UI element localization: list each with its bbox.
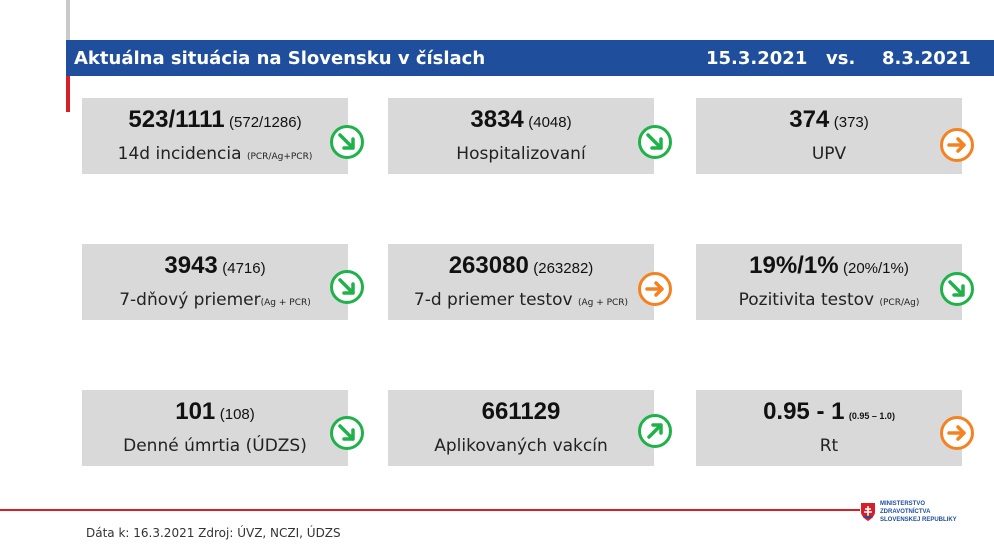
card-value: 101 (175, 398, 216, 425)
card-value: 374 (789, 106, 830, 133)
card-value: 3834 (470, 106, 524, 133)
trend-flat-icon (940, 128, 974, 162)
card-label: 7-d priemer testov (413, 290, 573, 310)
card-label-note: (PCR/Ag+PCR) (246, 152, 313, 162)
trend-up-icon (638, 414, 672, 448)
card-previous: (4716) (222, 260, 266, 277)
card-previous: (4048) (528, 114, 572, 131)
card-daily-deaths: 101 (108) Denné úmrtia (ÚDZS) (82, 390, 348, 466)
ministry-line3: SLOVENSKEJ REPUBLIKY (880, 517, 957, 523)
card-hospitalized: 3834 (4048) Hospitalizovaní (388, 98, 654, 174)
header-bar: Aktuálna situácia na Slovensku v číslach… (66, 40, 994, 76)
card-label: Aplikovaných vakcín (434, 436, 608, 456)
card-value: 0.95 - 1 (763, 398, 845, 425)
left-divider-gray (66, 0, 70, 40)
ministry-line1: MINISTERSTVO (880, 501, 926, 507)
header-date-previous: 8.3.2021 (882, 47, 971, 69)
trend-down-icon (940, 272, 974, 306)
card-test-positivity: 19%/1% (20%/1%) Pozitivita testov (PCR/A… (696, 244, 962, 320)
card-value: 661129 (481, 398, 561, 425)
header-vs: vs. (826, 47, 856, 69)
card-previous: (263282) (533, 260, 594, 277)
header-title: Aktuálna situácia na Slovensku v číslach (74, 47, 486, 69)
card-rt: 0.95 - 1 (0.95 – 1.0) Rt (696, 390, 962, 466)
card-previous: (20%/1%) (842, 260, 909, 277)
card-label: 7-dňový priemer (119, 290, 261, 310)
trend-down-icon (330, 270, 364, 304)
card-previous: (0.95 – 1.0) (848, 411, 895, 421)
slovak-crest-icon (861, 503, 875, 521)
card-value: 263080 (448, 252, 529, 279)
trend-down-icon (330, 125, 364, 159)
card-previous: (572/1286) (229, 114, 302, 131)
card-7day-tests: 263080 (263282) 7-d priemer testov (Ag +… (388, 244, 654, 320)
card-label: UPV (811, 144, 847, 164)
card-label-note: (PCR/Ag) (879, 298, 920, 308)
card-label: Denné úmrtia (ÚDZS) (123, 436, 307, 456)
header-date-current: 15.3.2021 (706, 47, 808, 69)
card-vaccinations: 661129 Aplikovaných vakcín (388, 390, 654, 466)
card-incidence: 523/1111 (572/1286) 14d incidencia (PCR/… (82, 98, 348, 174)
card-value: 19%/1% (749, 252, 839, 279)
card-previous: (373) (833, 114, 869, 131)
card-7day-average: 3943 (4716) 7-dňový priemer(Ag + PCR) (82, 244, 348, 320)
card-previous: (108) (219, 406, 255, 423)
left-divider-red (66, 76, 70, 112)
card-label: 14d incidencia (117, 144, 242, 164)
card-value: 523/1111 (128, 106, 225, 133)
data-source-note: Dáta k: 16.3.2021 Zdroj: ÚVZ, NCZI, ÚDZS (86, 526, 341, 540)
ministry-logo: MINISTERSTVO ZDRAVOTNÍCTVA SLOVENSKEJ RE… (860, 500, 994, 534)
card-label: Pozitivita testov (738, 290, 875, 310)
trend-flat-icon (940, 416, 974, 450)
footer-divider (0, 509, 994, 511)
card-label-note: (Ag + PCR) (260, 298, 311, 308)
card-upv: 374 (373) UPV (696, 98, 962, 174)
card-label: Rt (819, 436, 839, 456)
card-label-note: (Ag + PCR) (577, 298, 629, 308)
trend-down-icon (638, 125, 672, 159)
trend-down-icon (330, 416, 364, 450)
card-value: 3943 (164, 252, 218, 279)
trend-flat-icon (638, 272, 672, 306)
ministry-line2: ZDRAVOTNÍCTVA (880, 509, 931, 515)
card-label: Hospitalizovaní (456, 144, 586, 164)
